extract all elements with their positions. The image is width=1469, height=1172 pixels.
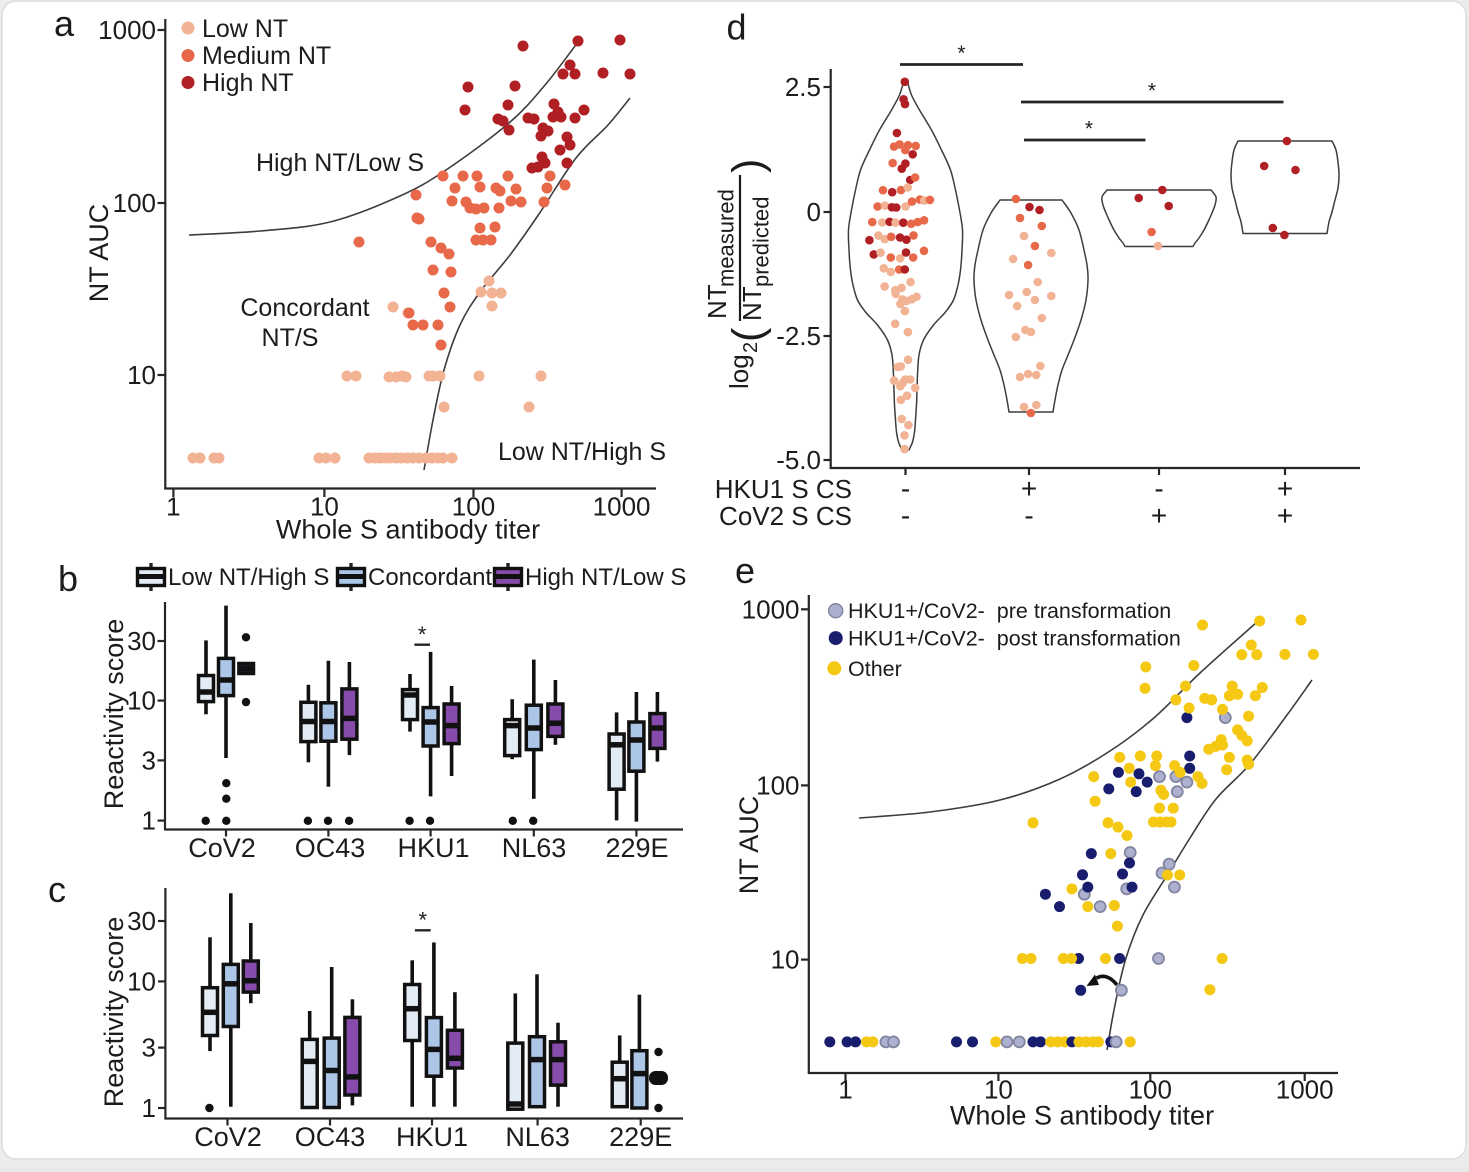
svg-text:1000: 1000 bbox=[1276, 1075, 1334, 1105]
svg-text:3: 3 bbox=[142, 745, 156, 775]
svg-text:measured: measured bbox=[714, 189, 739, 287]
svg-text:NL63: NL63 bbox=[502, 833, 567, 863]
svg-text:-: - bbox=[901, 500, 910, 531]
svg-text:NT AUC: NT AUC bbox=[734, 796, 764, 895]
svg-text:HKU1 S CS: HKU1 S CS bbox=[715, 474, 852, 504]
svg-text:CoV2: CoV2 bbox=[188, 833, 256, 863]
svg-text:d: d bbox=[727, 7, 747, 48]
svg-text:Whole S antibody titer: Whole S antibody titer bbox=[950, 1101, 1214, 1131]
svg-text:30: 30 bbox=[127, 906, 156, 936]
svg-text:10: 10 bbox=[984, 1075, 1013, 1105]
svg-text:-5.0: -5.0 bbox=[776, 445, 821, 475]
svg-text:+: + bbox=[1277, 473, 1293, 504]
svg-text:*: * bbox=[1085, 118, 1093, 141]
svg-text:Concordant: Concordant bbox=[240, 294, 369, 322]
svg-text:High NT/Low S: High NT/Low S bbox=[525, 564, 686, 591]
svg-text:c: c bbox=[48, 869, 66, 910]
svg-text:NT AUC: NT AUC bbox=[84, 204, 114, 303]
svg-text:30: 30 bbox=[127, 626, 156, 656]
svg-text:CoV2 S CS: CoV2 S CS bbox=[719, 501, 852, 531]
svg-text:NT: NT bbox=[737, 286, 767, 321]
svg-text:NT/S: NT/S bbox=[262, 324, 319, 352]
svg-text:10: 10 bbox=[127, 686, 156, 716]
svg-text:100: 100 bbox=[113, 188, 156, 218]
svg-text:*: * bbox=[419, 908, 428, 933]
svg-text:1000: 1000 bbox=[593, 492, 651, 522]
svg-text:(: ( bbox=[724, 327, 772, 342]
svg-text:+: + bbox=[1151, 500, 1167, 531]
svg-text:1000: 1000 bbox=[742, 594, 800, 624]
svg-text:HKU1: HKU1 bbox=[397, 833, 469, 863]
svg-text:NT: NT bbox=[702, 284, 732, 319]
svg-text:3: 3 bbox=[142, 1033, 156, 1063]
svg-text:10: 10 bbox=[127, 360, 156, 390]
svg-text:log: log bbox=[724, 354, 754, 389]
svg-text:Reactivity score: Reactivity score bbox=[99, 619, 129, 810]
svg-text:1: 1 bbox=[142, 806, 156, 836]
svg-text:HKU1+/CoV2- post transformati: HKU1+/CoV2- post transformation bbox=[848, 627, 1181, 651]
svg-text:2: 2 bbox=[740, 342, 762, 353]
svg-text:Low NT: Low NT bbox=[202, 15, 288, 43]
svg-text:Medium NT: Medium NT bbox=[202, 42, 331, 70]
svg-text:+: + bbox=[1021, 473, 1037, 504]
svg-text:10: 10 bbox=[127, 966, 156, 996]
svg-text:*: * bbox=[957, 42, 965, 65]
svg-text:-2.5: -2.5 bbox=[776, 321, 821, 351]
svg-text:*: * bbox=[418, 622, 427, 647]
svg-text:a: a bbox=[54, 3, 75, 44]
svg-text:predicted: predicted bbox=[749, 196, 774, 287]
svg-text:Concordant: Concordant bbox=[368, 564, 492, 591]
svg-text:229E: 229E bbox=[605, 833, 668, 863]
svg-text:HKU1+/CoV2- pre transformatio: HKU1+/CoV2- pre transformation bbox=[848, 599, 1171, 623]
svg-text:1: 1 bbox=[142, 1093, 156, 1123]
svg-text:OC43: OC43 bbox=[295, 1122, 366, 1152]
svg-text:229E: 229E bbox=[609, 1122, 672, 1152]
svg-text:Whole S antibody titer: Whole S antibody titer bbox=[276, 515, 540, 545]
svg-text:NL63: NL63 bbox=[505, 1122, 570, 1152]
svg-text:Reactivity score: Reactivity score bbox=[99, 917, 129, 1108]
svg-text:100: 100 bbox=[756, 770, 799, 800]
svg-text:*: * bbox=[1148, 80, 1156, 103]
svg-text:2.5: 2.5 bbox=[785, 72, 821, 102]
svg-text:Other: Other bbox=[848, 657, 902, 681]
svg-text:+: + bbox=[1277, 500, 1293, 531]
svg-text:100: 100 bbox=[452, 492, 495, 522]
svg-text:-: - bbox=[1024, 500, 1033, 531]
svg-text:1: 1 bbox=[838, 1075, 852, 1105]
svg-text:High NT: High NT bbox=[202, 69, 294, 97]
svg-text:): ) bbox=[724, 159, 772, 173]
svg-text:100: 100 bbox=[1129, 1075, 1172, 1105]
svg-text:Low NT/High S: Low NT/High S bbox=[168, 564, 329, 591]
svg-text:10: 10 bbox=[771, 945, 800, 975]
svg-text:Low NT/High S: Low NT/High S bbox=[498, 438, 666, 466]
svg-text:-: - bbox=[901, 473, 910, 504]
svg-text:1: 1 bbox=[166, 492, 180, 522]
svg-text:e: e bbox=[735, 550, 755, 591]
svg-text:HKU1: HKU1 bbox=[396, 1122, 468, 1152]
svg-text:10: 10 bbox=[310, 492, 339, 522]
svg-text:0: 0 bbox=[807, 197, 821, 227]
svg-text:1000: 1000 bbox=[98, 15, 156, 45]
svg-text:OC43: OC43 bbox=[295, 833, 366, 863]
svg-text:b: b bbox=[58, 558, 78, 599]
svg-text:CoV2: CoV2 bbox=[194, 1122, 262, 1152]
svg-text:High NT/Low S: High NT/Low S bbox=[256, 149, 424, 177]
svg-text:-: - bbox=[1154, 473, 1163, 504]
